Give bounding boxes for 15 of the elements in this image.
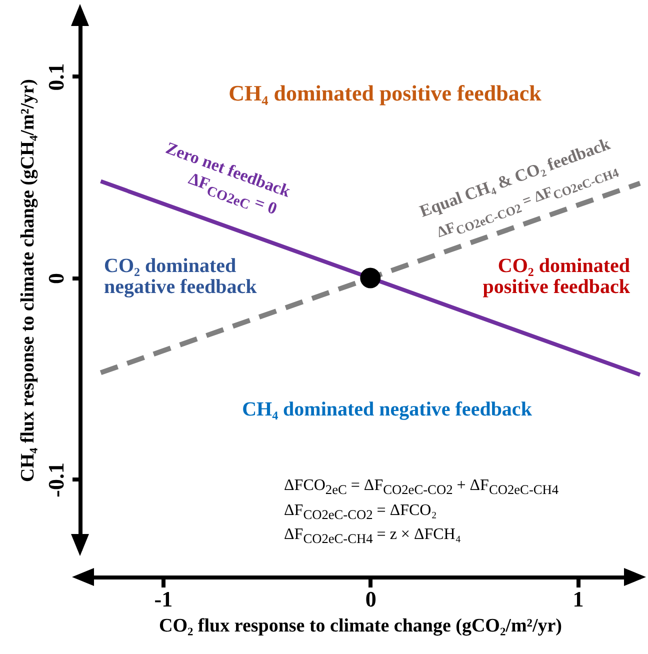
x-axis-title: CO₂ flux response to climate change (gCO₂/m²/yr) xyxy=(158,616,562,636)
annotation: ΔF$_{CO2eC-CO2}$ = ΔFCO₂ xyxy=(284,502,437,522)
y-tick-label: 0 xyxy=(44,272,68,284)
x-tick-label: 1 xyxy=(572,586,584,612)
annotation: CO₂ dominated positive feedback xyxy=(482,255,630,298)
annotation: ΔF$_{CO2eC-CH4}$ = z × ΔFCH₄ xyxy=(284,526,461,546)
x-tick-label: -1 xyxy=(154,586,173,612)
annotation: ΔFCO$_{2eC}$ = ΔF$_{CO2eC-CO2}$ + ΔF$_{CO2eC-CH4}$ xyxy=(284,477,559,498)
y-tick-label: 0.1 xyxy=(44,63,68,91)
annotation: CH₄ dominated negative feedback xyxy=(242,398,532,420)
y-axis-title: CH₄ flux response to climate change (gCH₄/m²/yr) xyxy=(18,78,38,482)
y-tick-label: -0.1 xyxy=(44,462,68,498)
annotation: CO₂ dominated negative feedback xyxy=(104,255,258,298)
x-tick-label: 0 xyxy=(365,586,376,612)
annotation: CH₄ dominated positive feedback xyxy=(228,80,542,106)
